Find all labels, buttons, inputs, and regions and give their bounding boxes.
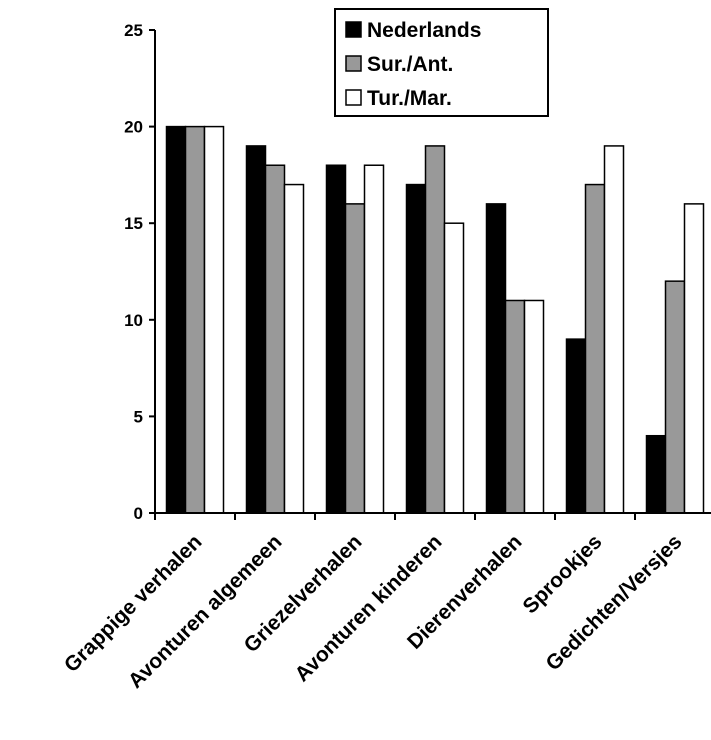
bar-sur-ant	[184, 125, 206, 514]
y-tick-label: 20	[124, 118, 143, 137]
bar-sur-ant	[344, 203, 366, 514]
bars	[165, 125, 705, 514]
y-axis-ticks: 0 5 10 15 20 25	[124, 21, 636, 523]
legend-swatch	[345, 55, 362, 72]
category-label: Grappige verhalen	[60, 530, 207, 677]
bar-tur-mar	[523, 299, 545, 514]
bar-sur-ant	[584, 183, 606, 514]
category-label: Sprookjes	[518, 530, 606, 618]
category-label: Avonturen kinderen	[291, 530, 447, 686]
y-tick-label: 5	[134, 407, 143, 426]
legend: Nederlands Sur./Ant. Tur./Mar.	[334, 8, 549, 117]
bar-tur-mar	[203, 125, 225, 514]
legend-label: Nederlands	[367, 19, 481, 42]
legend-label: Tur./Mar.	[367, 87, 452, 110]
bar-nederlands	[645, 434, 667, 514]
bar-sur-ant	[264, 164, 286, 514]
bar-tur-mar	[283, 183, 305, 514]
bar-nederlands	[565, 338, 587, 514]
category-label: Gedichten/Versjes	[542, 530, 687, 675]
bar-nederlands	[245, 145, 267, 514]
y-tick-label: 10	[124, 311, 143, 330]
bar-nederlands	[165, 125, 187, 514]
bar-sur-ant	[664, 280, 686, 514]
y-tick-label: 0	[134, 504, 143, 523]
legend-box	[334, 8, 549, 117]
y-tick-label: 25	[124, 21, 143, 40]
y-tick-label: 15	[124, 214, 143, 233]
legend-label: Sur./Ant.	[367, 53, 453, 76]
bar-nederlands	[325, 164, 347, 514]
bar-tur-mar	[683, 203, 705, 514]
bar-nederlands	[485, 203, 507, 514]
bar-sur-ant	[504, 299, 526, 514]
bar-sur-ant	[424, 145, 446, 514]
category-label: Avonturen algemeen	[124, 530, 287, 693]
bar-tur-mar	[363, 164, 385, 514]
legend-swatch	[345, 21, 362, 38]
legend-swatch	[345, 89, 362, 106]
bar-tur-mar	[443, 222, 465, 514]
bar-tur-mar	[603, 145, 625, 514]
bar-nederlands	[405, 183, 427, 514]
